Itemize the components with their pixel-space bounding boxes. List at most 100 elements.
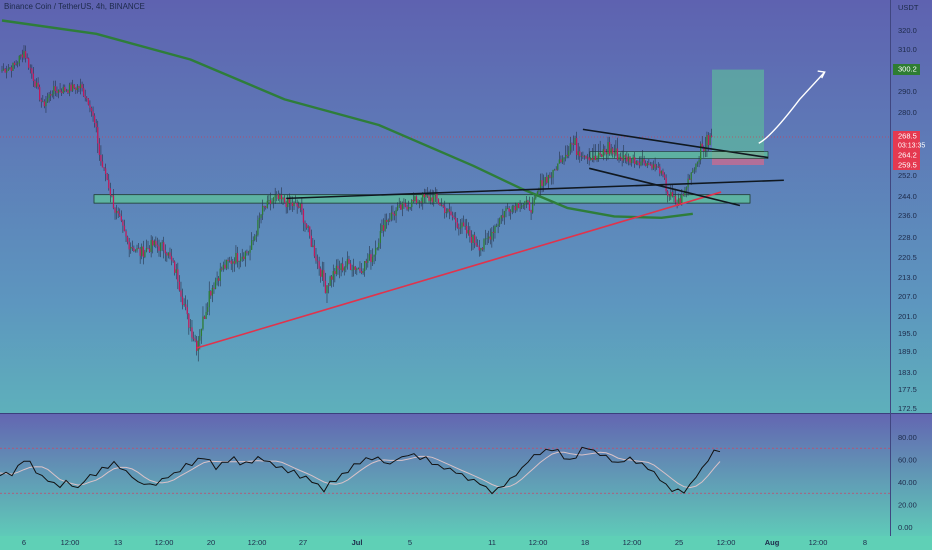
candle-body bbox=[191, 327, 193, 338]
candle-body bbox=[624, 155, 626, 157]
price-tick-label: 177.5 bbox=[898, 385, 917, 394]
candle-body bbox=[596, 158, 598, 161]
candle-body bbox=[462, 222, 465, 227]
candle-body bbox=[177, 269, 179, 282]
candle-body bbox=[378, 242, 380, 249]
candle-body bbox=[638, 162, 641, 166]
candle-body bbox=[304, 222, 306, 224]
candle-body bbox=[362, 270, 364, 274]
candle-body bbox=[483, 239, 485, 250]
candle-body bbox=[283, 197, 286, 203]
candle-body bbox=[429, 197, 432, 201]
time-tick-label: 12:00 bbox=[529, 538, 548, 547]
candle-body bbox=[106, 173, 108, 180]
candle-body bbox=[568, 150, 570, 157]
candle-body bbox=[97, 127, 99, 144]
candle-body bbox=[218, 278, 220, 281]
candle-body bbox=[266, 200, 268, 208]
candle-body bbox=[57, 89, 60, 93]
candle-body bbox=[167, 252, 170, 256]
candle-body bbox=[423, 193, 425, 198]
candle-body bbox=[659, 166, 661, 174]
candle-body bbox=[656, 166, 658, 168]
candle-body bbox=[232, 261, 234, 264]
candle-body bbox=[511, 206, 513, 213]
time-tick-label: 12:00 bbox=[809, 538, 828, 547]
candle-body bbox=[376, 248, 378, 250]
candle-body bbox=[704, 148, 707, 152]
candle-body bbox=[67, 90, 69, 93]
price-tick-label: 220.5 bbox=[898, 253, 917, 262]
rsi-pane-background bbox=[0, 414, 932, 536]
candle-body bbox=[247, 252, 250, 254]
candle-body bbox=[21, 54, 24, 58]
candle-body bbox=[45, 101, 47, 107]
candle-body bbox=[241, 256, 243, 259]
candle-body bbox=[444, 206, 446, 214]
candle-body bbox=[398, 204, 400, 207]
price-tick-label: 195.0 bbox=[898, 329, 917, 338]
candle-body bbox=[20, 54, 22, 56]
candle-body bbox=[203, 316, 206, 319]
candle-body bbox=[662, 170, 664, 175]
candle-body bbox=[2, 68, 5, 71]
candle-body bbox=[61, 91, 63, 94]
candle-body bbox=[635, 161, 637, 165]
candle-body bbox=[506, 207, 509, 209]
candle-body bbox=[637, 161, 639, 163]
candle-body bbox=[456, 222, 458, 228]
candle-body bbox=[475, 242, 477, 246]
candle-body bbox=[40, 99, 42, 102]
candle-body bbox=[269, 200, 272, 204]
price-axis[interactable]: USDT320.0310.0300.0290.0280.0252.0244.02… bbox=[893, 3, 925, 413]
candle-body bbox=[156, 244, 159, 247]
candle-body bbox=[373, 254, 375, 257]
time-tick-label: 12:00 bbox=[61, 538, 80, 547]
price-tick-label: 207.0 bbox=[898, 292, 917, 301]
candle-body bbox=[213, 287, 215, 289]
time-axis[interactable]: 6 12:00 13 12:00 20 12:00 27 Jul 5 11 12:00 18 12:00… bbox=[0, 536, 932, 550]
candle-body bbox=[519, 207, 521, 209]
candle-body bbox=[431, 197, 433, 203]
candle-body bbox=[200, 328, 203, 336]
time-tick-label: 12:00 bbox=[248, 538, 267, 547]
candle-body bbox=[1, 70, 3, 71]
candle-body bbox=[403, 202, 405, 204]
candle-body bbox=[572, 143, 575, 145]
candle-body bbox=[414, 196, 416, 201]
candle-body bbox=[185, 304, 187, 308]
candle-body bbox=[192, 337, 195, 339]
candle-body bbox=[332, 271, 334, 280]
candle-body bbox=[450, 211, 452, 216]
candle-body bbox=[68, 84, 71, 93]
stop-bottom-badge-background bbox=[893, 160, 920, 170]
candle-body bbox=[9, 67, 11, 69]
candle-body bbox=[123, 225, 126, 232]
candle-body bbox=[436, 193, 438, 199]
symbol-title: Binance Coin / TetherUS, 4h, BINANCE bbox=[4, 2, 145, 11]
candle-body bbox=[641, 159, 644, 162]
time-tick-label: 8 bbox=[863, 538, 867, 547]
candle-body bbox=[586, 157, 589, 159]
candle-body bbox=[117, 210, 119, 214]
candle-body bbox=[170, 256, 173, 261]
candle-body bbox=[291, 202, 294, 207]
candle-body bbox=[569, 143, 571, 151]
candle-body bbox=[90, 107, 93, 112]
candle-body bbox=[95, 123, 97, 128]
candle-body bbox=[615, 148, 617, 155]
candle-body bbox=[356, 268, 358, 270]
candle-body bbox=[422, 193, 424, 203]
candle-body bbox=[553, 169, 556, 171]
rsi-axis[interactable]: 80.00 60.00 40.00 20.00 0.00 bbox=[898, 433, 917, 532]
candle-body bbox=[557, 163, 559, 170]
candle-body bbox=[280, 194, 283, 200]
candle-body bbox=[707, 135, 710, 146]
candle-body bbox=[145, 247, 148, 252]
candle-body bbox=[84, 95, 86, 98]
stop-top-badge-background bbox=[893, 150, 920, 160]
candle-body bbox=[379, 231, 382, 243]
candle-body bbox=[472, 234, 474, 243]
